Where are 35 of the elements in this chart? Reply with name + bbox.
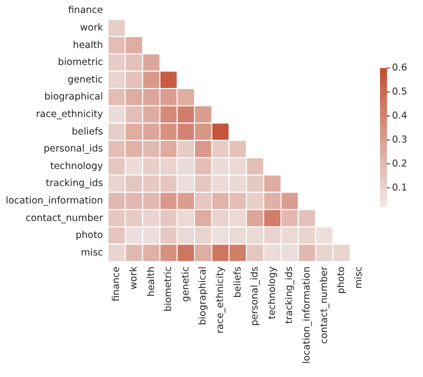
y-tick-label: finance: [68, 5, 104, 16]
x-tick-label: personal_ids: [250, 266, 261, 326]
y-tick-label: contact_number: [26, 212, 104, 224]
x-tick-label: work: [128, 266, 140, 290]
color-bar-label: 0.6: [392, 62, 408, 74]
x-tick-label: technology: [266, 266, 278, 320]
x-tick-label: health: [146, 266, 157, 297]
color-bar-label: 0.1: [392, 182, 408, 194]
y-tick-label: tracking_ids: [46, 178, 104, 190]
x-tick-label: misc: [353, 266, 364, 289]
y-tick-label: race_ethnicity: [36, 108, 104, 120]
x-tick-label: contact_number: [318, 266, 330, 344]
y-tick-label: technology: [50, 160, 104, 172]
x-tick-label: genetic: [180, 266, 192, 302]
color-bar-label: 0.4: [392, 110, 408, 122]
color-bar-label: 0.5: [392, 86, 408, 98]
y-tick-label: genetic: [68, 74, 103, 86]
y-tick-label: misc: [80, 247, 103, 258]
x-tick-label: biometric: [163, 266, 174, 312]
x-tick-label: tracking_ids: [284, 266, 296, 324]
x-tick-label: location_information: [301, 266, 312, 364]
x-tick-label: biographical: [198, 266, 209, 326]
y-tick-label: location_information: [6, 195, 103, 206]
color-bar-label: 0.3: [392, 134, 408, 146]
y-tick-label: beliefs: [72, 126, 104, 138]
y-tick-label: personal_ids: [44, 144, 104, 155]
y-tick-label: work: [80, 22, 104, 34]
color-bar-label: 0.2: [392, 158, 408, 170]
x-tick-label: beliefs: [232, 266, 244, 298]
y-tick-label: photo: [76, 230, 104, 242]
y-tick-label: biometric: [58, 57, 103, 68]
x-tick-label: race_ethnicity: [214, 266, 226, 334]
y-tick-label: health: [72, 40, 103, 51]
y-tick-label: biographical: [44, 92, 103, 103]
x-tick-label: photo: [336, 266, 348, 294]
